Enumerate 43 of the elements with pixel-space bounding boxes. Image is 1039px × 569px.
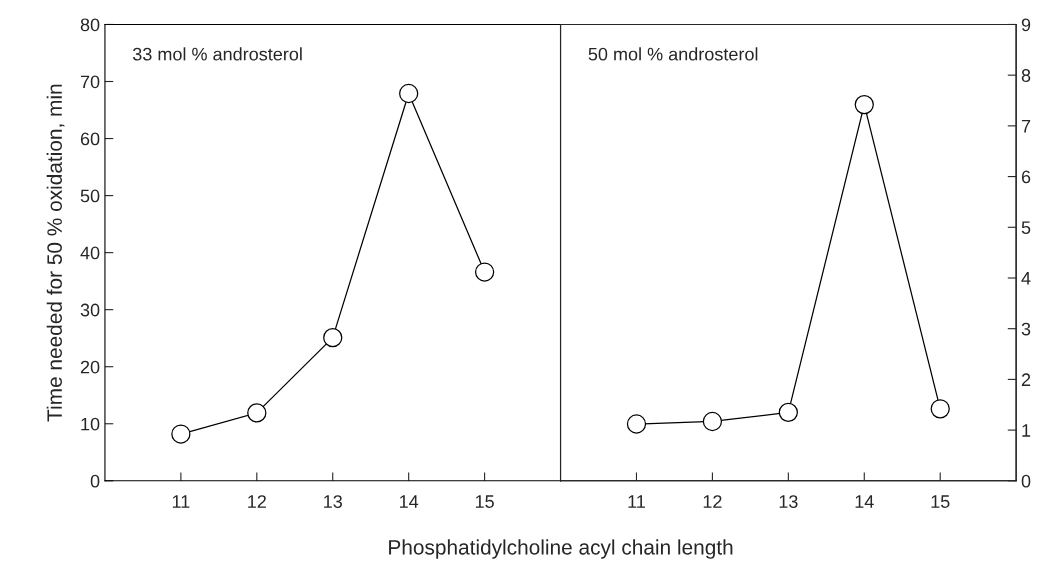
y-tick-label: 40 xyxy=(80,246,100,260)
y2-tick-label: 6 xyxy=(1021,170,1031,184)
annotation: 50 mol % androsterol xyxy=(588,47,758,61)
point xyxy=(702,411,723,432)
y-axis-title: Time needed for 50 % oxidation, min xyxy=(46,84,65,422)
x-tick-label: 11 xyxy=(628,495,645,508)
x-tick-label: 15 xyxy=(475,495,494,508)
y2-tick-label: 4 xyxy=(1021,272,1031,285)
x-tick-label: 14 xyxy=(400,495,419,508)
y-tick-label: 10 xyxy=(81,417,100,431)
y-tick-label: 80 xyxy=(80,18,100,32)
y-tick-label: 0 xyxy=(90,474,100,488)
annotation: 33 mol % androsterol xyxy=(132,47,302,61)
y2-tick-label: 7 xyxy=(1021,120,1031,133)
x-tick-label: 14 xyxy=(855,495,874,508)
x-tick-label: 11 xyxy=(172,495,190,508)
point xyxy=(323,327,343,348)
point xyxy=(474,262,495,282)
point xyxy=(171,424,191,444)
point xyxy=(854,94,874,115)
x-tick-label: 12 xyxy=(703,495,722,508)
point xyxy=(626,414,647,434)
point xyxy=(399,83,419,104)
x-tick-label: 12 xyxy=(248,495,266,508)
y-tick-label: 20 xyxy=(80,360,100,374)
y2-tick-label: 0 xyxy=(1021,474,1031,488)
y-tick-label: 30 xyxy=(80,303,100,317)
y2-tick-label: 8 xyxy=(1021,69,1031,82)
point xyxy=(930,399,950,419)
y2-tick-label: 2 xyxy=(1021,373,1031,386)
x-axis-title: Phosphatidylcholine acyl chain length xyxy=(389,539,733,559)
point xyxy=(778,402,798,423)
y2-tick-label: 5 xyxy=(1021,221,1031,234)
y-tick-label: 70 xyxy=(80,75,100,89)
point xyxy=(247,403,267,423)
x-tick-label: 15 xyxy=(931,495,950,508)
x-tick-label: 13 xyxy=(324,495,342,508)
y2-tick-label: 3 xyxy=(1021,322,1031,336)
x-tick-label: 13 xyxy=(779,495,798,508)
y2-tick-label: 1 xyxy=(1022,424,1031,437)
y-tick-label: 60 xyxy=(80,132,100,146)
y2-tick-label: 9 xyxy=(1021,18,1031,32)
y-tick-label: 50 xyxy=(80,189,100,203)
